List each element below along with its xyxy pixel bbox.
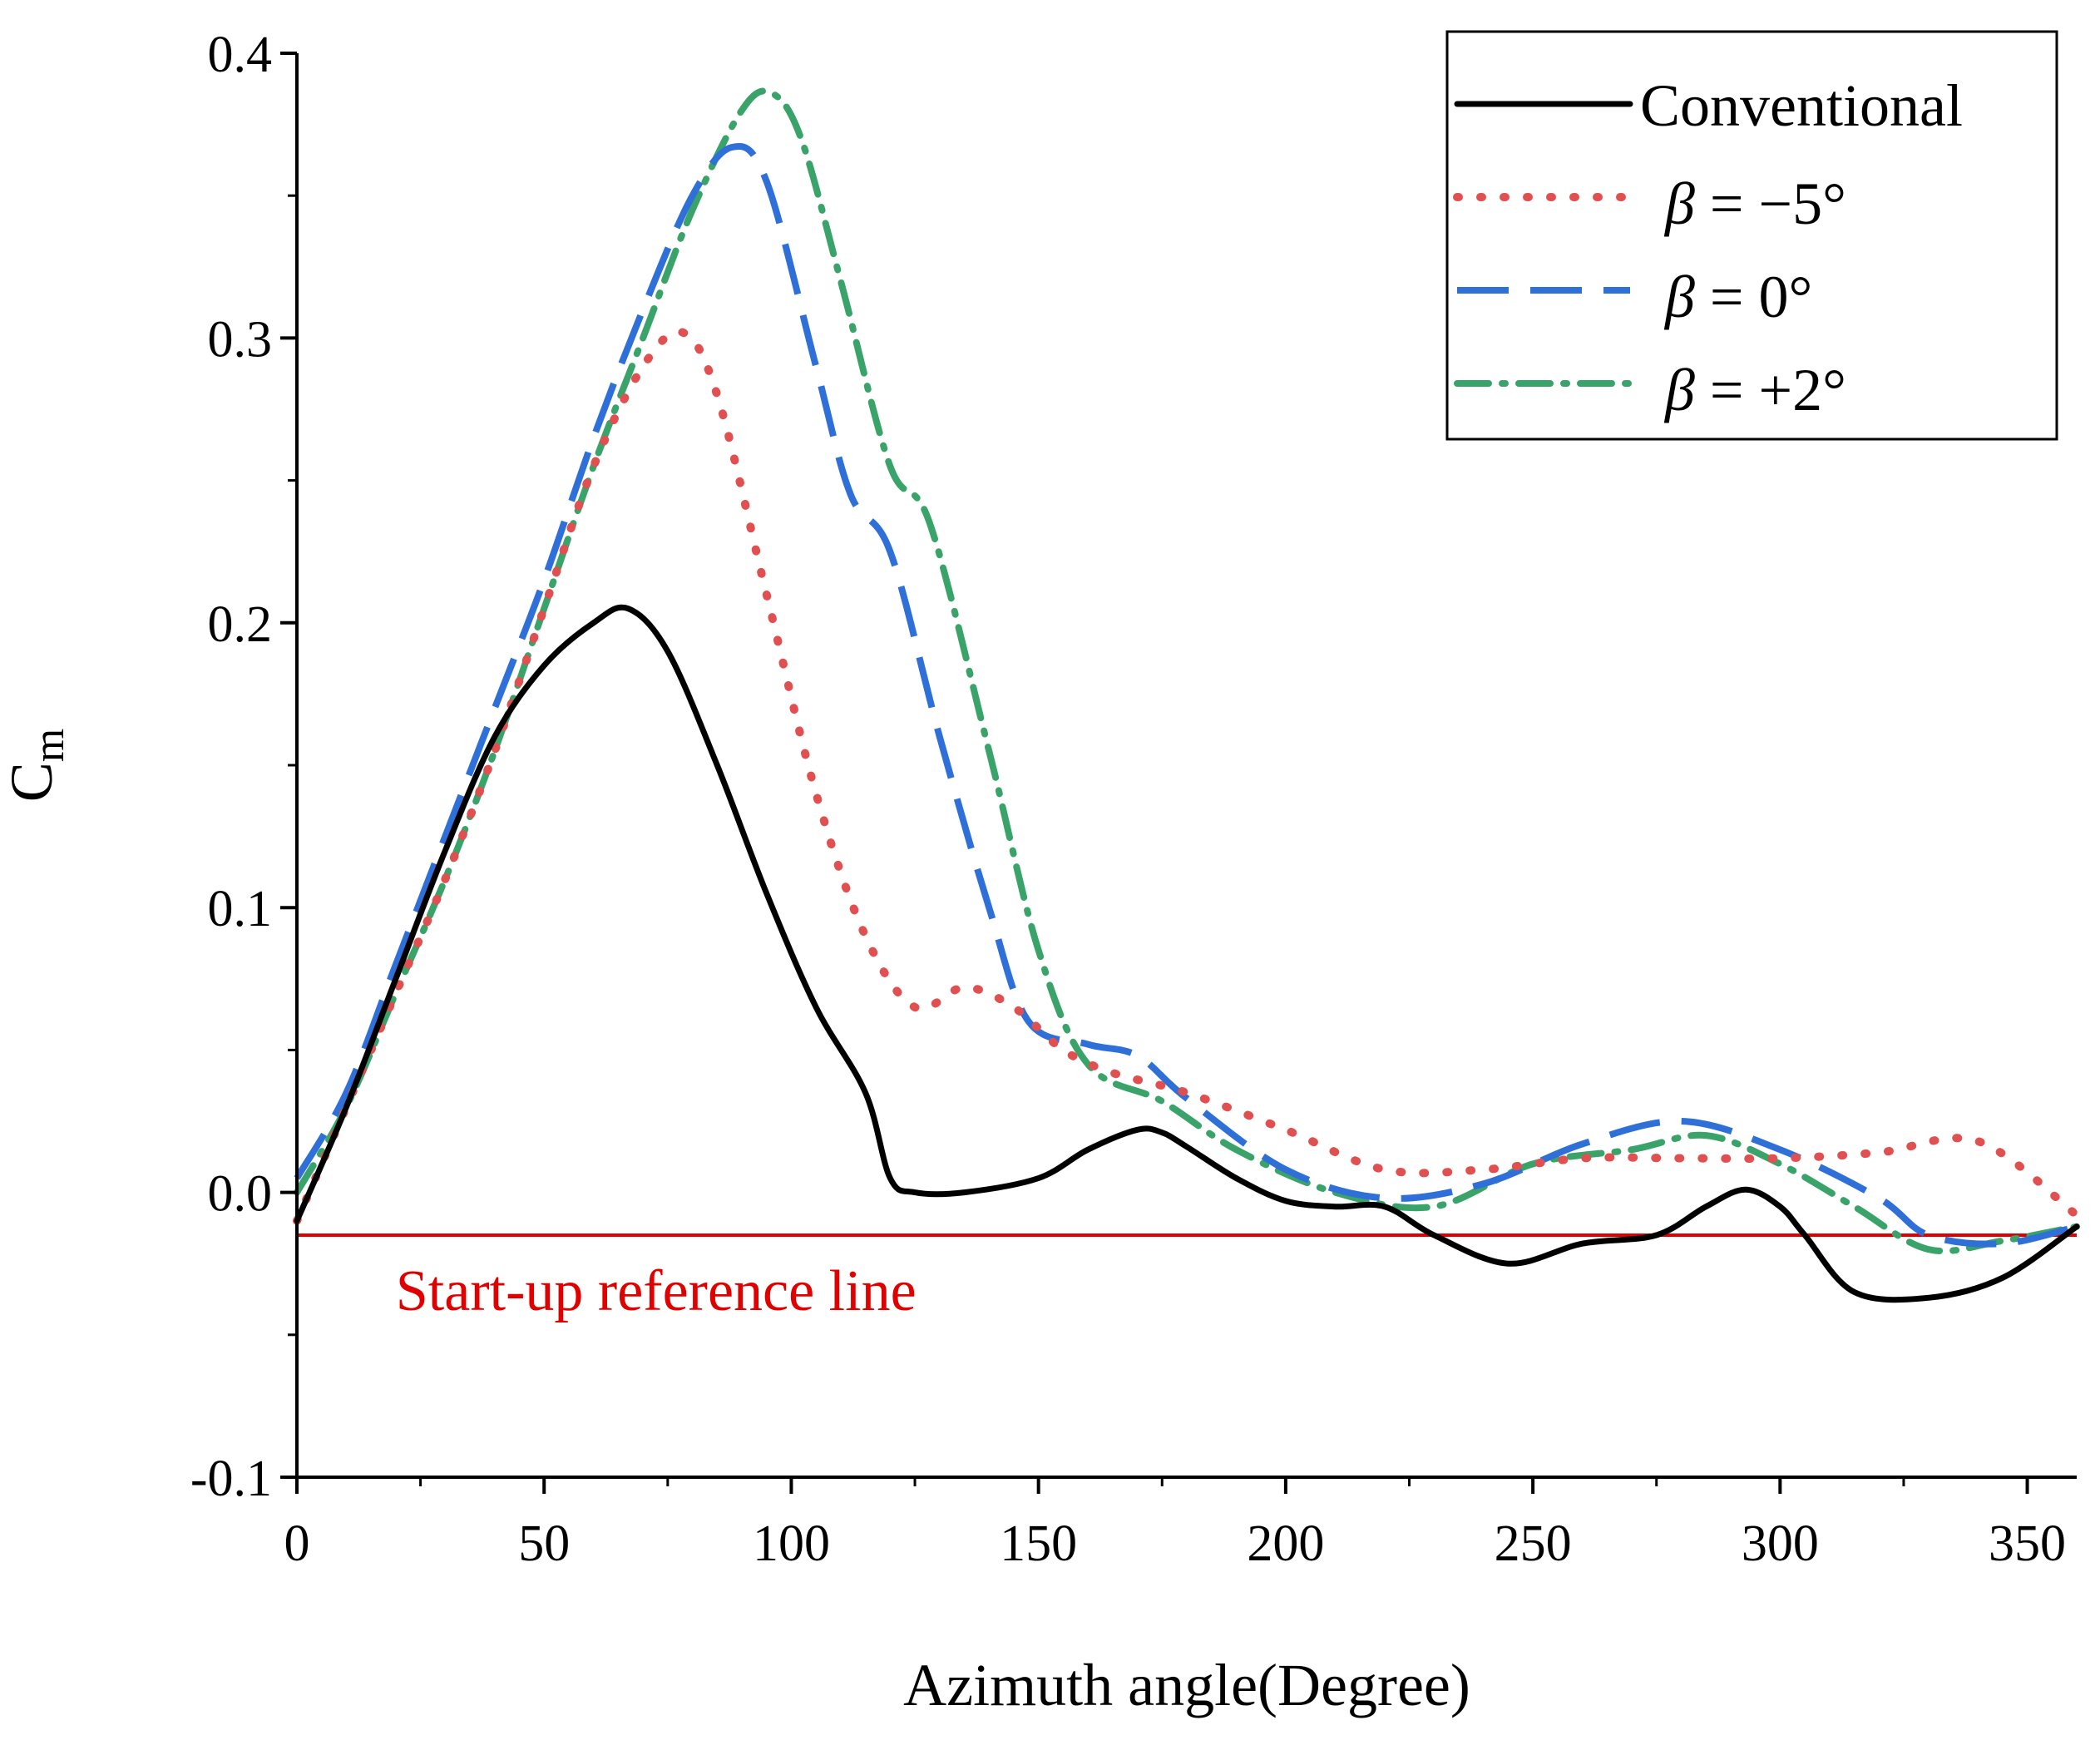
legend-label: β = −5°	[1663, 171, 1846, 237]
y-axis-title-main: C	[0, 762, 65, 802]
x-tick-label: 100	[753, 1515, 830, 1572]
y-axis-title-subscript: m	[26, 729, 73, 762]
axis-layer: 0 50 100 150 200 250 300 350 -0.1 0.0 0.1 0.2 0.3 0.4	[190, 27, 2077, 1572]
y-tick-label: 0.2	[208, 596, 273, 653]
x-tick-label: 350	[1989, 1515, 2066, 1572]
y-tick-label: 0.4	[208, 27, 273, 83]
series-line-conventional	[294, 604, 2080, 1303]
y-tick-label: -0.1	[190, 1451, 272, 1507]
legend-label: β = +2°	[1663, 357, 1846, 423]
series-layer	[293, 87, 2081, 1303]
series-line-beta-0	[294, 142, 2078, 1248]
legend-box	[1445, 30, 2058, 441]
legend-beta-value: = 0°	[1695, 264, 1812, 330]
y-tick-label: 0.0	[208, 1166, 273, 1223]
x-tick-label: 50	[518, 1515, 570, 1572]
reference-line-label: Start-up reference line	[396, 1259, 917, 1323]
legend-beta-symbol: β	[1663, 171, 1695, 237]
legend-beta-symbol: β	[1663, 264, 1695, 330]
x-tick-label: 150	[1000, 1515, 1077, 1572]
series-line-beta-plus-2	[294, 87, 2080, 1255]
x-tick-label: 0	[284, 1515, 310, 1572]
y-tick-label: 0.1	[208, 881, 273, 937]
x-axis-title: Azimuth angle(Degree)	[903, 1652, 1470, 1718]
legend-beta-value: = −5°	[1695, 171, 1846, 237]
x-tick-label: 250	[1495, 1515, 1572, 1572]
x-tick-label: 300	[1742, 1515, 1819, 1572]
legend-beta-symbol: β	[1663, 357, 1695, 423]
series-line-beta-minus-5	[293, 327, 2081, 1225]
legend-label: Conventional	[1640, 72, 1963, 139]
legend-beta-value: = +2°	[1695, 357, 1846, 423]
y-axis-title: Cm	[0, 729, 73, 802]
x-tick-label: 200	[1247, 1515, 1324, 1572]
legend-label: β = 0°	[1663, 264, 1812, 330]
y-tick-label: 0.3	[208, 311, 273, 368]
